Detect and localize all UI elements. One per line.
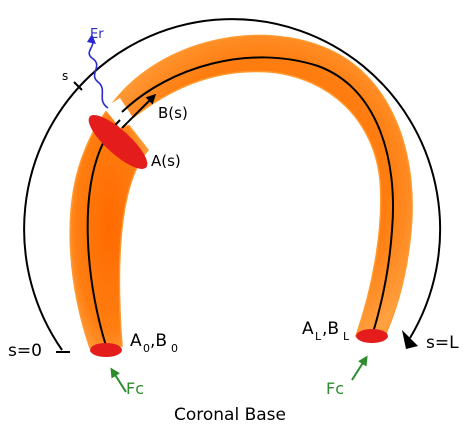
bl-sub: L xyxy=(343,330,350,343)
al-main: A xyxy=(302,319,314,339)
outer-arc-s-coordinate xyxy=(23,18,442,351)
b0-sub: 0 xyxy=(171,342,178,355)
s-l-label: s=L xyxy=(426,333,459,353)
fc-left-arrow xyxy=(110,367,127,393)
fc-right-arrow xyxy=(351,355,368,381)
al-sub: L xyxy=(315,330,322,343)
fc-right-label: Fc xyxy=(326,379,344,398)
loop-cut-gap xyxy=(104,98,136,128)
b0-main: ,B xyxy=(150,331,167,351)
loop-centerline-right xyxy=(121,56,394,337)
er-wave-line xyxy=(88,39,109,109)
footpoint-right xyxy=(356,329,388,343)
s-end-arrowhead xyxy=(402,330,418,349)
bl-main: ,B xyxy=(322,319,339,339)
a-of-s-label: A(s) xyxy=(151,152,181,170)
footpoint-left-label: A 0 ,B 0 xyxy=(130,331,178,355)
coronal-base-caption: Coronal Base xyxy=(174,405,286,425)
s-zero-label: s=0 xyxy=(8,341,42,361)
er-wave-arrowhead xyxy=(87,34,96,44)
a0-sub: 0 xyxy=(143,342,150,355)
er-label: Er xyxy=(90,27,104,42)
footpoint-right-label: A L ,B L xyxy=(302,319,350,343)
b-field-arrow xyxy=(121,93,157,129)
s-position-tick xyxy=(73,81,83,91)
cross-section-a-of-s xyxy=(88,115,148,169)
b-of-s-label: B(s) xyxy=(158,104,188,122)
s-position-label: s xyxy=(62,69,68,83)
a0-main: A xyxy=(130,331,142,351)
footpoint-left xyxy=(90,343,122,357)
fc-left-label: Fc xyxy=(126,379,144,398)
loop-tube-right-segment xyxy=(110,34,413,339)
